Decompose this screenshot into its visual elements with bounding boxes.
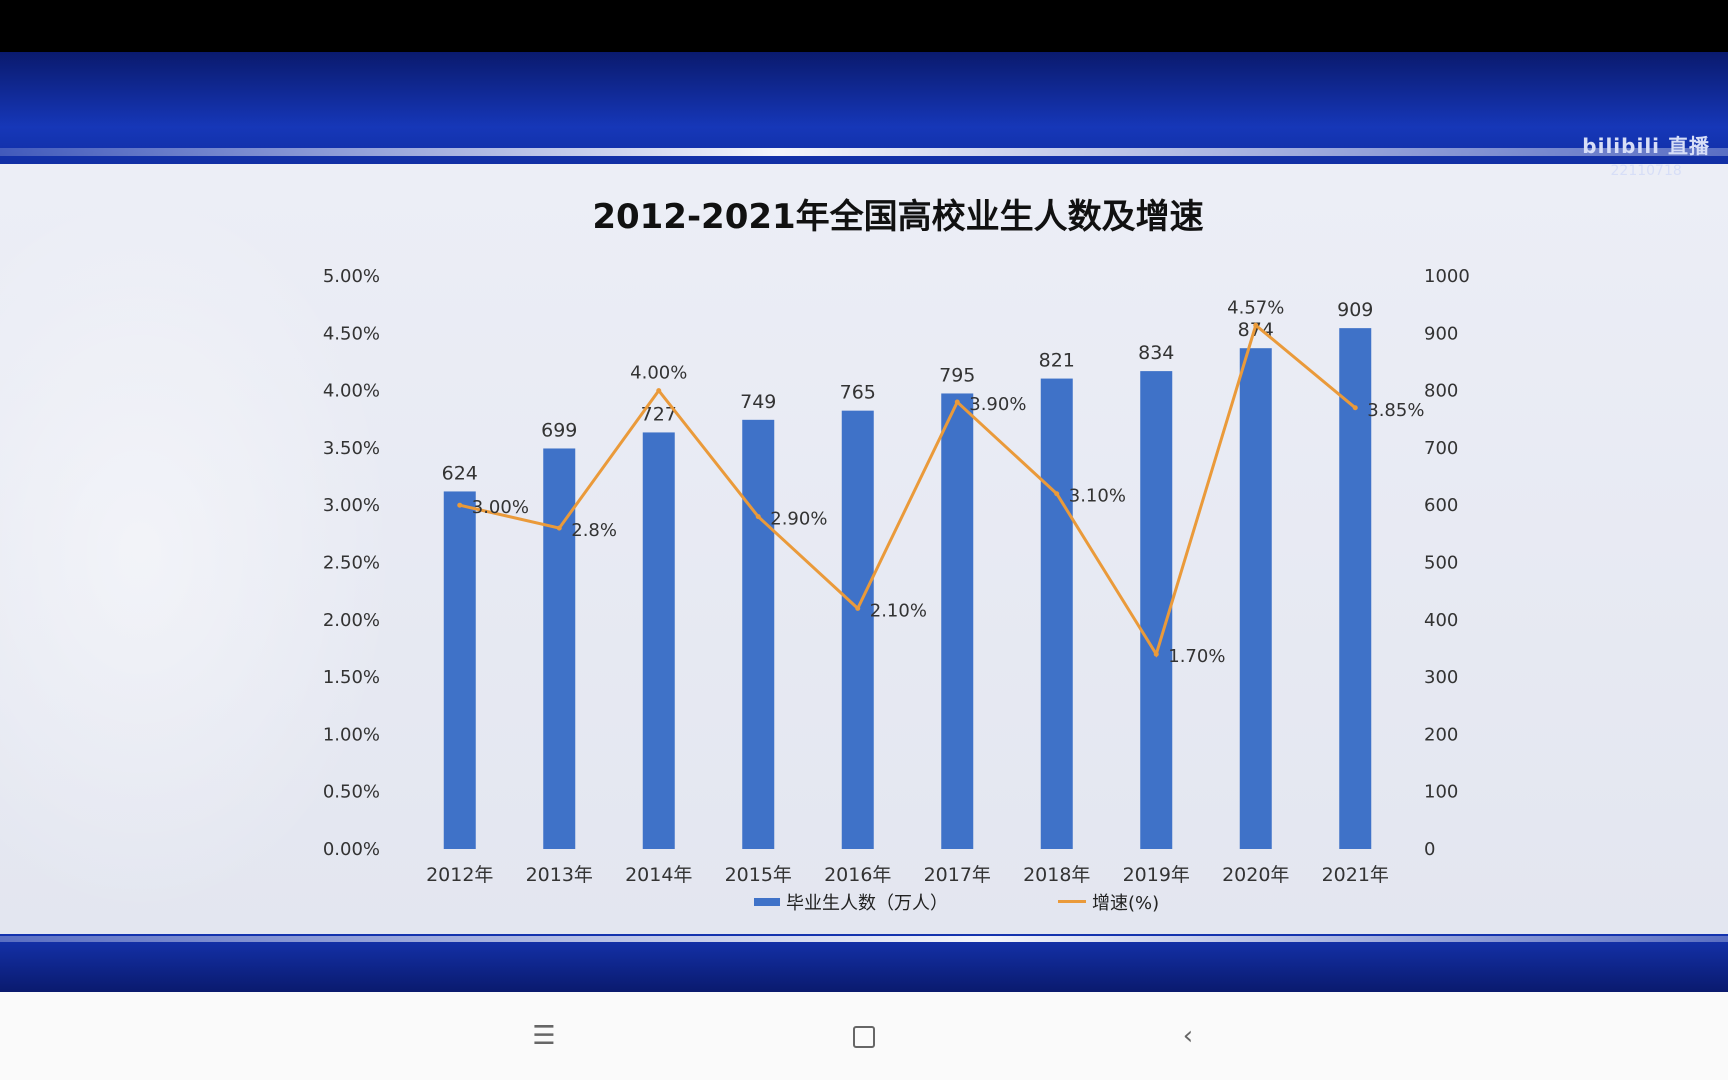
watermark-room-id: 22110718 [1610, 163, 1682, 179]
status-bar [0, 0, 1728, 52]
right-tick-label: 500 [1424, 553, 1458, 574]
left-tick-label: 2.50% [323, 553, 380, 574]
left-tick-label: 0.00% [323, 839, 380, 860]
left-axis: 0.00% 0.50% 1.00% 1.50% 2.00% 2.50% 3.00% 3.50%… [323, 266, 380, 860]
bar [543, 448, 576, 849]
light-streak-bottom [0, 936, 1728, 942]
category-label: 2016年 [824, 864, 891, 886]
line-point [556, 525, 562, 531]
graduates-chart: 2012-2021年全国高校业生人数及增速 0.00% 0.50% 1.00% 1.5… [323, 197, 1470, 914]
right-tick-label: 0 [1424, 839, 1435, 860]
right-tick-label: 700 [1424, 438, 1458, 459]
bar-value-label: 821 [1039, 350, 1075, 372]
category-label: 2019年 [1123, 864, 1190, 886]
legend-swatch-bars [754, 898, 780, 906]
right-tick-label: 400 [1424, 610, 1458, 631]
line-value-label: 4.57% [1227, 297, 1284, 318]
legend-label-bars: 毕业生人数（万人） [786, 893, 948, 914]
bar [941, 393, 974, 849]
line-point [1352, 405, 1358, 411]
line-value-label: 3.85% [1367, 400, 1424, 421]
live-stream-frame: bilibili 直播 22110718 2012-2021年全国高校业生人数及… [0, 52, 1728, 992]
watermark-brand: bilibili 直播 [1582, 134, 1710, 158]
category-label: 2020年 [1222, 864, 1289, 886]
light-streak-top [0, 148, 1728, 156]
right-tick-label: 1000 [1424, 266, 1470, 287]
bar [443, 491, 476, 849]
bar [1040, 378, 1073, 849]
right-tick-label: 300 [1424, 667, 1458, 688]
category-label: 2013年 [526, 864, 593, 886]
chart-title: 2012-2021年全国高校业生人数及增速 [592, 197, 1203, 237]
line-point [1153, 651, 1159, 657]
line-point [954, 399, 960, 405]
line-point [1054, 491, 1060, 497]
line-value-label: 4.00% [630, 363, 687, 384]
bar [742, 419, 775, 849]
right-tick-label: 600 [1424, 495, 1458, 516]
legend: 毕业生人数（万人） 增速(%) [754, 893, 1159, 914]
right-axis: 0 100 200 300 400 500 600 700 800 900 1000 [1424, 266, 1470, 860]
left-tick-label: 3.00% [323, 495, 380, 516]
bar-value-label: 909 [1337, 299, 1373, 321]
left-tick-label: 4.00% [323, 381, 380, 402]
right-tick-label: 800 [1424, 381, 1458, 402]
back-icon[interactable]: ‹ [1182, 1021, 1194, 1051]
line-value-label: 3.90% [969, 394, 1026, 415]
left-tick-label: 2.00% [323, 610, 380, 631]
line-value-label: 1.70% [1168, 646, 1225, 667]
left-tick-label: 1.50% [323, 667, 380, 688]
right-tick-label: 100 [1424, 782, 1458, 803]
right-tick-label: 200 [1424, 724, 1458, 745]
right-tick-label: 900 [1424, 323, 1458, 344]
bar [642, 432, 675, 849]
line-point [1253, 322, 1259, 328]
stream-watermark: bilibili 直播 22110718 [1582, 130, 1710, 179]
category-label: 2018年 [1023, 864, 1090, 886]
bar-value-label: 699 [541, 419, 577, 441]
category-label: 2021年 [1322, 864, 1389, 886]
line-point [457, 502, 463, 508]
category-label: 2012年 [426, 864, 493, 886]
line-series: 3.00% 2.8% 4.00% 2.90% 2.10% 3.90% 3.10% 1.70% 4… [457, 297, 1424, 667]
left-tick-label: 0.50% [323, 782, 380, 803]
bar [841, 410, 874, 849]
bar-value-label: 834 [1138, 342, 1174, 364]
line-point [656, 388, 662, 394]
growth-line [459, 322, 1357, 658]
category-label: 2014年 [625, 864, 692, 886]
x-axis: 2012年 2013年 2014年 2015年 2016年 2017年 2018年 2019年… [426, 864, 1389, 886]
bar-value-label: 765 [840, 382, 876, 404]
left-tick-label: 1.00% [323, 724, 380, 745]
bar-value-label: 749 [740, 391, 776, 413]
bar-value-label: 727 [641, 403, 677, 425]
bar [1339, 328, 1372, 849]
legend-swatch-line [1058, 900, 1086, 903]
bar [1239, 348, 1272, 849]
line-value-label: 3.10% [1069, 486, 1126, 507]
left-tick-label: 5.00% [323, 266, 380, 287]
menu-icon[interactable]: ☰ [532, 1021, 556, 1051]
bar-value-label: 624 [442, 462, 478, 484]
line-value-label: 3.00% [472, 497, 529, 518]
navigation-bar: ☰ ‹ [0, 992, 1728, 1080]
category-label: 2015年 [725, 864, 792, 886]
left-tick-label: 3.50% [323, 438, 380, 459]
bar-value-label: 795 [939, 364, 975, 386]
left-tick-label: 4.50% [323, 323, 380, 344]
line-value-label: 2.10% [870, 600, 927, 621]
line-point [755, 514, 761, 520]
decorative-haze [0, 182, 400, 922]
line-value-label: 2.90% [770, 509, 827, 530]
bar [1140, 371, 1173, 849]
line-point [855, 605, 861, 611]
line-value-label: 2.8% [571, 520, 617, 541]
category-label: 2017年 [924, 864, 991, 886]
legend-label-line: 增速(%) [1092, 893, 1159, 914]
home-icon[interactable] [844, 1016, 884, 1056]
